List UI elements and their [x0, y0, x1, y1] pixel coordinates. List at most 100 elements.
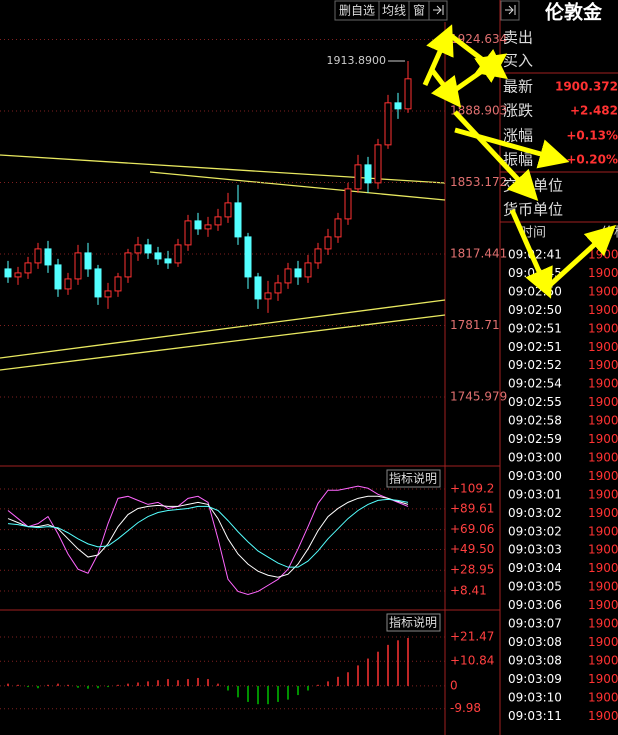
tick-time: 09:03:05 — [508, 580, 562, 594]
candle-body — [34, 248, 42, 264]
tick-price: 1900. — [588, 450, 618, 464]
tick-price: 1900. — [588, 580, 618, 594]
candle-body — [44, 248, 52, 266]
tick-price: 1900. — [588, 377, 618, 391]
button-label[interactable]: 指标说明 — [389, 471, 437, 486]
tick-price: 1900. — [588, 321, 618, 335]
candle-body — [394, 102, 402, 110]
y-tick-label: +8.41 — [450, 584, 487, 598]
tick-time: 09:02:51 — [508, 321, 562, 335]
tick-time: 09:03:00 — [508, 450, 562, 464]
y-tick-label: 0 — [450, 678, 458, 692]
candle-body — [244, 236, 252, 278]
quote-label: 交易单位 — [503, 177, 563, 195]
tick-time: 09:03:01 — [508, 487, 562, 501]
chart-panel: 1745.979 1781.71 1817.441 1853.172 1888.903 1… — [0, 32, 507, 404]
tick-time: 09:03:02 — [508, 524, 562, 538]
tick-time: 09:03:07 — [508, 617, 562, 631]
arrow — [548, 224, 617, 287]
tick-price: 1900. — [588, 561, 618, 575]
button-label[interactable]: 均线 — [382, 4, 406, 18]
y-tick-label: 1817.441 — [450, 247, 507, 261]
y-tick-label: 1853.172 — [450, 175, 507, 189]
tick-price: 1900. — [588, 284, 618, 298]
button[interactable] — [386, 469, 441, 488]
tick-price: 1900. — [588, 432, 618, 446]
trend-line — [0, 314, 446, 371]
candle-body — [134, 244, 142, 254]
y-tick-label: 1745.979 — [450, 390, 507, 404]
tick-price: 1900. — [588, 266, 618, 280]
candle-body — [264, 292, 272, 300]
tick-time: 09:02:55 — [508, 395, 562, 409]
candle-body — [204, 224, 212, 230]
list-header: 时间 — [520, 226, 546, 241]
candle-body — [4, 268, 12, 278]
candle-body — [374, 144, 382, 184]
tick-time: 09:03:02 — [508, 506, 562, 520]
tick-price: 1900. — [588, 395, 618, 409]
candle-body — [214, 216, 222, 226]
arrow — [430, 68, 462, 108]
indicator-line — [7, 498, 409, 568]
candle-body — [54, 264, 62, 290]
quote-value: +0.20% — [566, 153, 618, 167]
candle-body — [284, 268, 292, 284]
tick-time: 09:03:03 — [508, 543, 562, 557]
y-tick-label: +21.47 — [450, 629, 494, 643]
arrow — [448, 33, 508, 80]
trend-line — [0, 299, 446, 359]
tick-price: 1900. — [588, 598, 618, 612]
candle-body — [144, 244, 152, 254]
candle-body — [14, 272, 22, 278]
arrow — [453, 110, 539, 201]
tick-time: 09:03:04 — [508, 561, 562, 575]
tick-price: 1900. — [588, 690, 618, 704]
candle-body — [194, 220, 202, 230]
tick-time: 09:02:50 — [508, 284, 562, 298]
tick-price: 1900. — [588, 653, 618, 667]
quote-label: 最新 — [503, 78, 533, 96]
button-label[interactable]: 删自选 — [339, 4, 375, 18]
candle-body — [164, 258, 172, 264]
candle-body — [404, 78, 412, 110]
icon — [433, 5, 444, 15]
candle-body — [94, 268, 102, 298]
y-tick-label: 1888.903 — [450, 104, 507, 118]
candle-body — [334, 218, 342, 238]
tick-price: 1900. — [588, 672, 618, 686]
tick-time: 09:03:06 — [508, 598, 562, 612]
candle-body — [74, 252, 82, 280]
tick-time: 09:02:51 — [508, 340, 562, 354]
button[interactable] — [386, 613, 441, 632]
candle-body — [114, 276, 122, 292]
quote-label: 涨幅 — [503, 127, 533, 145]
candle-body — [364, 164, 372, 184]
tick-price: 1900. — [588, 469, 618, 483]
candle-body — [294, 268, 302, 278]
toolbar: 删自选 均线 窗 — [334, 0, 520, 21]
arrow — [454, 127, 570, 169]
quote-value: +2.482 — [570, 104, 618, 118]
arrow — [509, 208, 553, 299]
chart-panel: +8.41 +28.95 +49.50 +69.06 +89.61 +109.2 指标说明 — [0, 469, 494, 598]
tick-time: 09:03:09 — [508, 672, 562, 686]
y-tick-label: +69.06 — [450, 522, 494, 536]
tick-time: 09:02:41 — [508, 248, 562, 262]
tick-price: 1900. — [588, 506, 618, 520]
chart-panel: -9.98 0 +10.84 +21.47 指标说明 — [0, 613, 494, 715]
tick-time: 09:02:58 — [508, 414, 562, 428]
y-tick-label: 1924.634 — [450, 32, 507, 46]
tick-price: 1900. — [588, 524, 618, 538]
y-tick-label: 1781.71 — [450, 318, 500, 332]
candle-body — [254, 276, 262, 300]
quote-value: +0.13% — [566, 129, 618, 143]
button-label[interactable]: 指标说明 — [389, 615, 437, 630]
candle-body — [24, 262, 32, 274]
tick-price: 1900. — [588, 414, 618, 428]
indicator-line — [7, 495, 409, 578]
candle-body — [274, 282, 282, 294]
tick-time: 09:03:08 — [508, 653, 562, 667]
button-label[interactable]: 窗 — [413, 4, 425, 18]
